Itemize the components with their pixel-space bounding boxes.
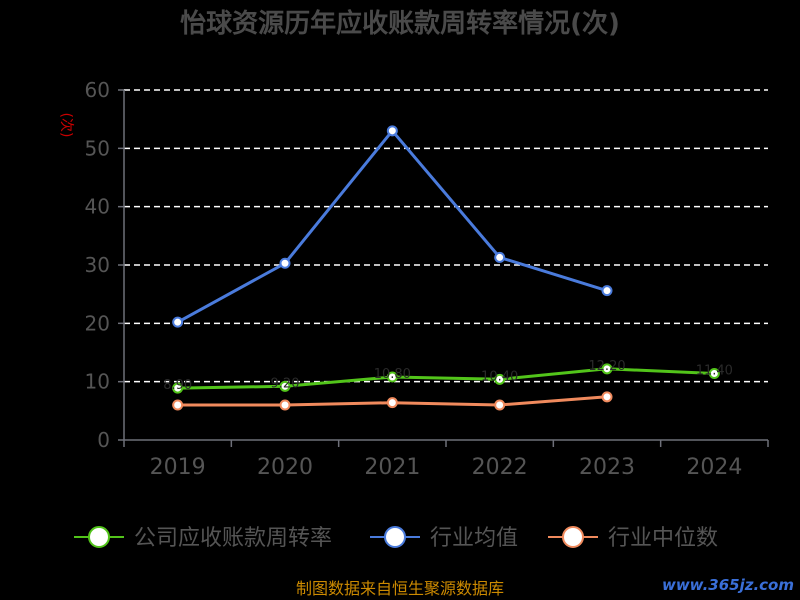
data-label-0-2023: 12.20 (588, 359, 625, 374)
data-label-0-2021: 10.80 (374, 367, 411, 382)
y-tick-label-50: 50 (85, 136, 110, 160)
y-tick-label-30: 30 (85, 253, 110, 277)
data-point-0-2021 (386, 371, 398, 383)
legend: 公司应收账款周转率 行业均值 行业中位数 (74, 526, 718, 551)
legend-label-0: 公司应收账款周转率 (134, 526, 332, 551)
data-point-2-2020 (279, 399, 291, 411)
data-point-2-2019 (172, 399, 184, 411)
data-point-0-2023 (601, 363, 613, 375)
series-line-0 (177, 367, 715, 390)
data-point-0-2022 (494, 373, 506, 385)
legend-marker-2 (562, 526, 584, 548)
x-tick-label-2022: 2022 (472, 455, 528, 480)
data-point-2-2021 (386, 397, 398, 409)
data-label-0-2022: 10.40 (481, 369, 518, 384)
legend-marker-1 (384, 526, 406, 548)
source-note: 制图数据来自恒生聚源数据库 (296, 579, 504, 598)
x-tick-label-2024: 2024 (686, 455, 742, 480)
grid-lines (124, 89, 768, 383)
series-line-1 (176, 129, 608, 324)
y-axis-label: (次) (58, 113, 74, 138)
y-tick-label-60: 60 (85, 78, 110, 102)
y-tick-label-0: 0 (97, 428, 110, 452)
data-label-0-2024: 11.40 (696, 364, 733, 379)
data-point-1-2021 (386, 125, 398, 137)
data-label-0-2020: 9.20 (271, 376, 300, 391)
data-point-1-2023 (601, 285, 613, 297)
x-tick-label-2019: 2019 (150, 455, 206, 480)
y-tick-label-10: 10 (85, 370, 110, 394)
y-tick-label-20: 20 (85, 311, 110, 335)
watermark: www.365jz.com (662, 576, 794, 594)
data-point-1-2022 (494, 251, 506, 263)
legend-label-1: 行业均值 (430, 526, 518, 551)
x-tick-label-2021: 2021 (364, 455, 420, 480)
data-point-1-2019 (172, 316, 184, 328)
data-point-0-2020 (279, 380, 291, 392)
x-tick-label-2020: 2020 (257, 455, 313, 480)
data-point-0-2019 (172, 382, 184, 394)
data-point-0-2024 (708, 368, 720, 379)
legend-marker-0 (88, 526, 110, 548)
axes: 0 10 20 30 40 50 60 2019 2020 2021 2022 2023 2024 (85, 78, 769, 480)
series-layer: 8.90 9.20 10.80 10.40 12.20 11.40 (163, 125, 733, 411)
data-label-0-2019: 8.90 (163, 378, 192, 393)
chart-title: 怡球资源历年应收账款周转率情况(次) (180, 8, 620, 39)
data-point-2-2022 (494, 399, 506, 411)
data-point-1-2020 (279, 257, 291, 269)
x-tick-label-2023: 2023 (579, 455, 635, 480)
y-tick-label-40: 40 (85, 195, 110, 219)
data-point-2-2023 (601, 391, 613, 403)
legend-label-2: 行业中位数 (608, 526, 718, 551)
